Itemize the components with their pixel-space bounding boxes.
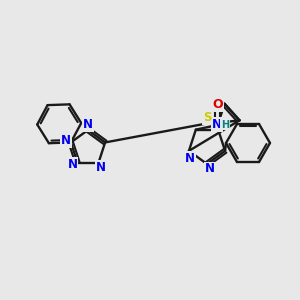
Text: N: N — [205, 163, 215, 176]
Text: N: N — [83, 118, 93, 131]
Text: N: N — [185, 152, 195, 165]
Text: N: N — [96, 161, 106, 174]
Text: N: N — [212, 118, 222, 131]
Text: H: H — [221, 120, 229, 130]
Text: N: N — [68, 158, 77, 171]
Text: N: N — [61, 134, 71, 147]
Text: O: O — [212, 98, 223, 112]
Text: S: S — [203, 111, 212, 124]
